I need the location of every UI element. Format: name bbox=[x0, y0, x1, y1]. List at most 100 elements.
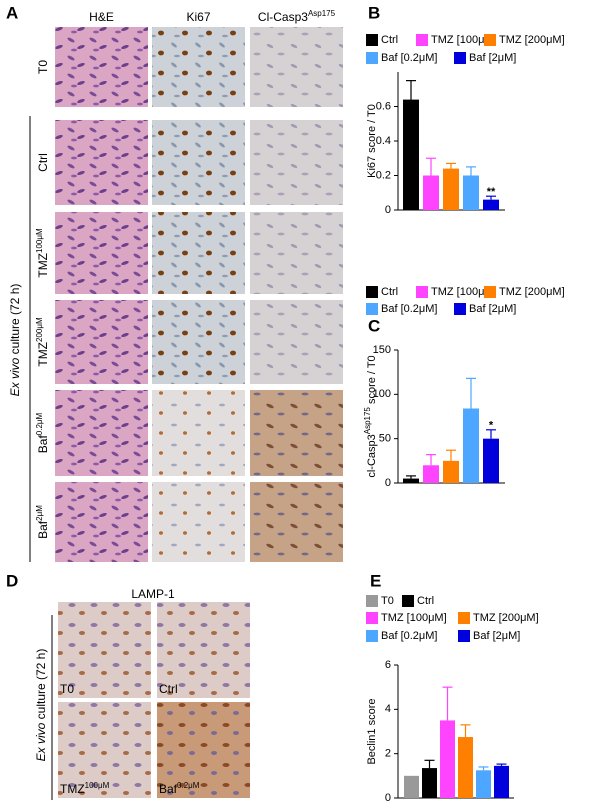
text-part: TMZ bbox=[36, 342, 50, 367]
text-part: 0.2μM bbox=[35, 412, 44, 435]
micrograph bbox=[58, 602, 151, 698]
bar bbox=[483, 199, 499, 210]
bar bbox=[483, 438, 499, 483]
panel-label: B bbox=[368, 3, 380, 22]
legend-label: TMZ [200μM] bbox=[499, 286, 565, 298]
y-tick-label: 50 bbox=[379, 433, 391, 445]
image-label: T0 bbox=[60, 682, 74, 696]
legend-swatch bbox=[454, 52, 466, 64]
micrograph bbox=[250, 300, 343, 384]
text-part: Ex vivo bbox=[34, 722, 48, 761]
legend-swatch bbox=[366, 52, 378, 64]
group-label: Ex vivo culture (72 h) bbox=[8, 284, 22, 397]
legend-label: TMZ [200μM] bbox=[473, 612, 539, 624]
legend-swatch bbox=[484, 34, 496, 46]
legend-label: TMZ [100μM] bbox=[431, 34, 497, 46]
panel-label: D bbox=[6, 571, 18, 590]
legend-label: Ctrl bbox=[381, 34, 398, 46]
legend-label: Baf [2μM] bbox=[469, 303, 516, 315]
text-part: Ki67 bbox=[186, 10, 210, 24]
bar bbox=[463, 408, 479, 483]
text-part: TMZ bbox=[36, 253, 50, 278]
column-header: H&E bbox=[89, 10, 114, 24]
legend-swatch bbox=[416, 34, 428, 46]
text-part: Asp175 bbox=[363, 407, 372, 435]
bar bbox=[403, 478, 419, 483]
legend-label: Baf [2μM] bbox=[469, 52, 516, 64]
y-tick-label: 6 bbox=[385, 659, 391, 671]
y-tick-label: 2 bbox=[385, 748, 391, 760]
error-bar bbox=[446, 449, 456, 461]
legend-label: Baf [2μM] bbox=[473, 630, 520, 642]
row-label: Baf0.2μM bbox=[35, 412, 51, 453]
legend-label: TMZ [200μM] bbox=[499, 34, 565, 46]
micrograph bbox=[152, 300, 245, 384]
y-tick-label: 0 bbox=[385, 792, 391, 804]
y-tick-label: 0 bbox=[385, 204, 391, 216]
error-bar bbox=[406, 475, 416, 479]
y-tick-label: 0.6 bbox=[376, 100, 391, 112]
error-bar bbox=[486, 429, 496, 439]
text-part: Ctrl bbox=[36, 153, 50, 172]
row-label: Baf2μM bbox=[35, 505, 51, 539]
legend-swatch bbox=[402, 595, 414, 607]
text-part: T0 bbox=[60, 682, 74, 696]
text-part: Ki67 score / T0 bbox=[366, 104, 378, 178]
micrograph bbox=[250, 482, 343, 562]
micrograph bbox=[152, 390, 245, 476]
group-label: Ex vivo culture (72 h) bbox=[34, 649, 48, 762]
text-part: Asp175 bbox=[308, 9, 336, 18]
text-part: Baf bbox=[36, 435, 50, 454]
error-bar bbox=[442, 686, 453, 721]
micrograph bbox=[152, 482, 245, 562]
micrograph bbox=[250, 212, 343, 294]
text-part: cl-Casp3 bbox=[366, 434, 378, 477]
text-part: culture (72 h) bbox=[34, 649, 48, 723]
bar bbox=[422, 768, 437, 798]
bar bbox=[403, 99, 419, 210]
bar bbox=[494, 765, 509, 798]
micrograph bbox=[55, 390, 148, 476]
text-part: Ctrl bbox=[159, 682, 178, 696]
text-part: 100μM bbox=[85, 781, 110, 790]
text-part: T0 bbox=[36, 60, 50, 74]
micrograph bbox=[55, 120, 148, 205]
significance: ** bbox=[487, 186, 496, 198]
column-header: Cl-Casp3Asp175 bbox=[258, 9, 336, 25]
micrograph bbox=[157, 602, 250, 698]
error-bar bbox=[466, 377, 476, 409]
text-part: score / T0 bbox=[366, 355, 378, 407]
text-part: 2μM bbox=[35, 505, 44, 521]
row-label: Ctrl bbox=[36, 153, 50, 172]
panel-label: C bbox=[368, 316, 380, 335]
bar bbox=[476, 770, 491, 798]
bar bbox=[443, 168, 459, 210]
bar bbox=[463, 175, 479, 210]
text-part: 200μM bbox=[35, 317, 44, 342]
row-label: T0 bbox=[36, 60, 50, 74]
text-part: 100μM bbox=[35, 228, 44, 253]
legend-label: Baf [0.2μM] bbox=[381, 630, 437, 642]
text-part: Cl-Casp3 bbox=[258, 10, 308, 24]
legend-swatch bbox=[416, 286, 428, 298]
error-bar bbox=[424, 759, 435, 769]
y-axis-label: Beclin1 score bbox=[366, 698, 378, 764]
text-part: Baf bbox=[159, 782, 178, 796]
micrograph bbox=[250, 390, 343, 476]
micrograph bbox=[55, 482, 148, 562]
legend-swatch bbox=[458, 612, 470, 624]
text-part: TMZ bbox=[60, 782, 85, 796]
significance: * bbox=[489, 420, 494, 432]
legend-label: Baf [0.2μM] bbox=[381, 303, 437, 315]
micrograph bbox=[55, 300, 148, 384]
y-tick-label: 0.2 bbox=[376, 169, 391, 181]
micrograph bbox=[55, 212, 148, 294]
error-bar bbox=[406, 80, 416, 100]
text-part: Beclin1 score bbox=[366, 698, 378, 764]
error-bar bbox=[478, 766, 489, 771]
image-label: Ctrl bbox=[159, 682, 178, 696]
panel-title: LAMP-1 bbox=[131, 587, 175, 601]
text-part: culture (72 h) bbox=[8, 284, 22, 358]
error-bar bbox=[426, 157, 436, 176]
bar bbox=[423, 175, 439, 210]
